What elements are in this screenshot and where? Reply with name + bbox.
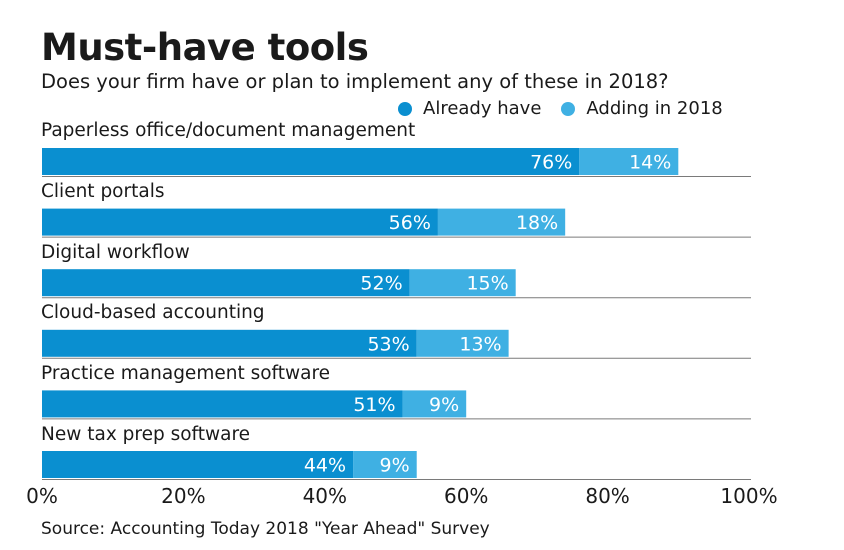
bar-adding-2018 — [579, 148, 679, 175]
source-note: Source: Accounting Today 2018 "Year Ahea… — [41, 519, 490, 539]
category-label: Digital workflow — [41, 242, 190, 263]
legend-label-adding-2018: Adding in 2018 — [586, 98, 723, 119]
bar-already-have — [42, 148, 580, 175]
category-label: Cloud-based accounting — [41, 302, 265, 323]
bar-already-have — [42, 329, 417, 357]
x-tick-label: 100% — [720, 484, 777, 508]
category-label: Practice management software — [41, 363, 331, 384]
bar-adding-2018 — [353, 451, 417, 478]
value-label-adding-2018: 13% — [459, 333, 501, 355]
chart-subtitle: Does your firm have or plan to implement… — [41, 70, 669, 93]
value-label-already-have: 76% — [530, 152, 572, 174]
value-label-already-have: 52% — [360, 273, 402, 295]
x-tick-label: 0% — [26, 484, 58, 508]
value-label-adding-2018: 9% — [429, 394, 459, 416]
bar-adding-2018 — [437, 208, 566, 236]
bar-already-have — [42, 451, 354, 478]
value-label-adding-2018: 9% — [380, 455, 410, 477]
x-tick-label: 20% — [161, 484, 205, 508]
value-label-adding-2018: 18% — [516, 212, 558, 234]
legend-label-already-have: Already have — [423, 98, 542, 119]
value-label-already-have: 56% — [389, 212, 431, 234]
x-tick-label: 80% — [585, 484, 629, 508]
legend-swatch-already-have — [398, 101, 412, 116]
x-tick-label: 60% — [444, 484, 488, 508]
bar-already-have — [42, 269, 410, 297]
legend-swatch-adding-2018 — [561, 101, 576, 116]
chart-title: Must-have tools — [41, 26, 369, 69]
x-tick-label: 40% — [303, 484, 347, 508]
legend-item-adding-2018: Adding in 2018 — [561, 98, 723, 119]
value-label-already-have: 44% — [304, 455, 346, 477]
value-label-already-have: 53% — [367, 333, 409, 355]
category-label: New tax prep software — [41, 424, 251, 445]
bar-adding-2018 — [409, 269, 516, 297]
category-label: Paperless office/document management — [41, 120, 416, 141]
category-label: Client portals — [41, 181, 165, 202]
value-label-adding-2018: 14% — [629, 152, 671, 174]
value-label-adding-2018: 15% — [466, 273, 508, 295]
legend-item-already-have: Already have — [398, 98, 541, 119]
bar-adding-2018 — [416, 329, 509, 357]
bar-already-have — [42, 208, 438, 236]
value-label-already-have: 51% — [353, 394, 395, 416]
bar-adding-2018 — [402, 390, 467, 418]
legend: Already have Adding in 2018 — [398, 98, 743, 119]
bar-already-have — [42, 390, 403, 418]
